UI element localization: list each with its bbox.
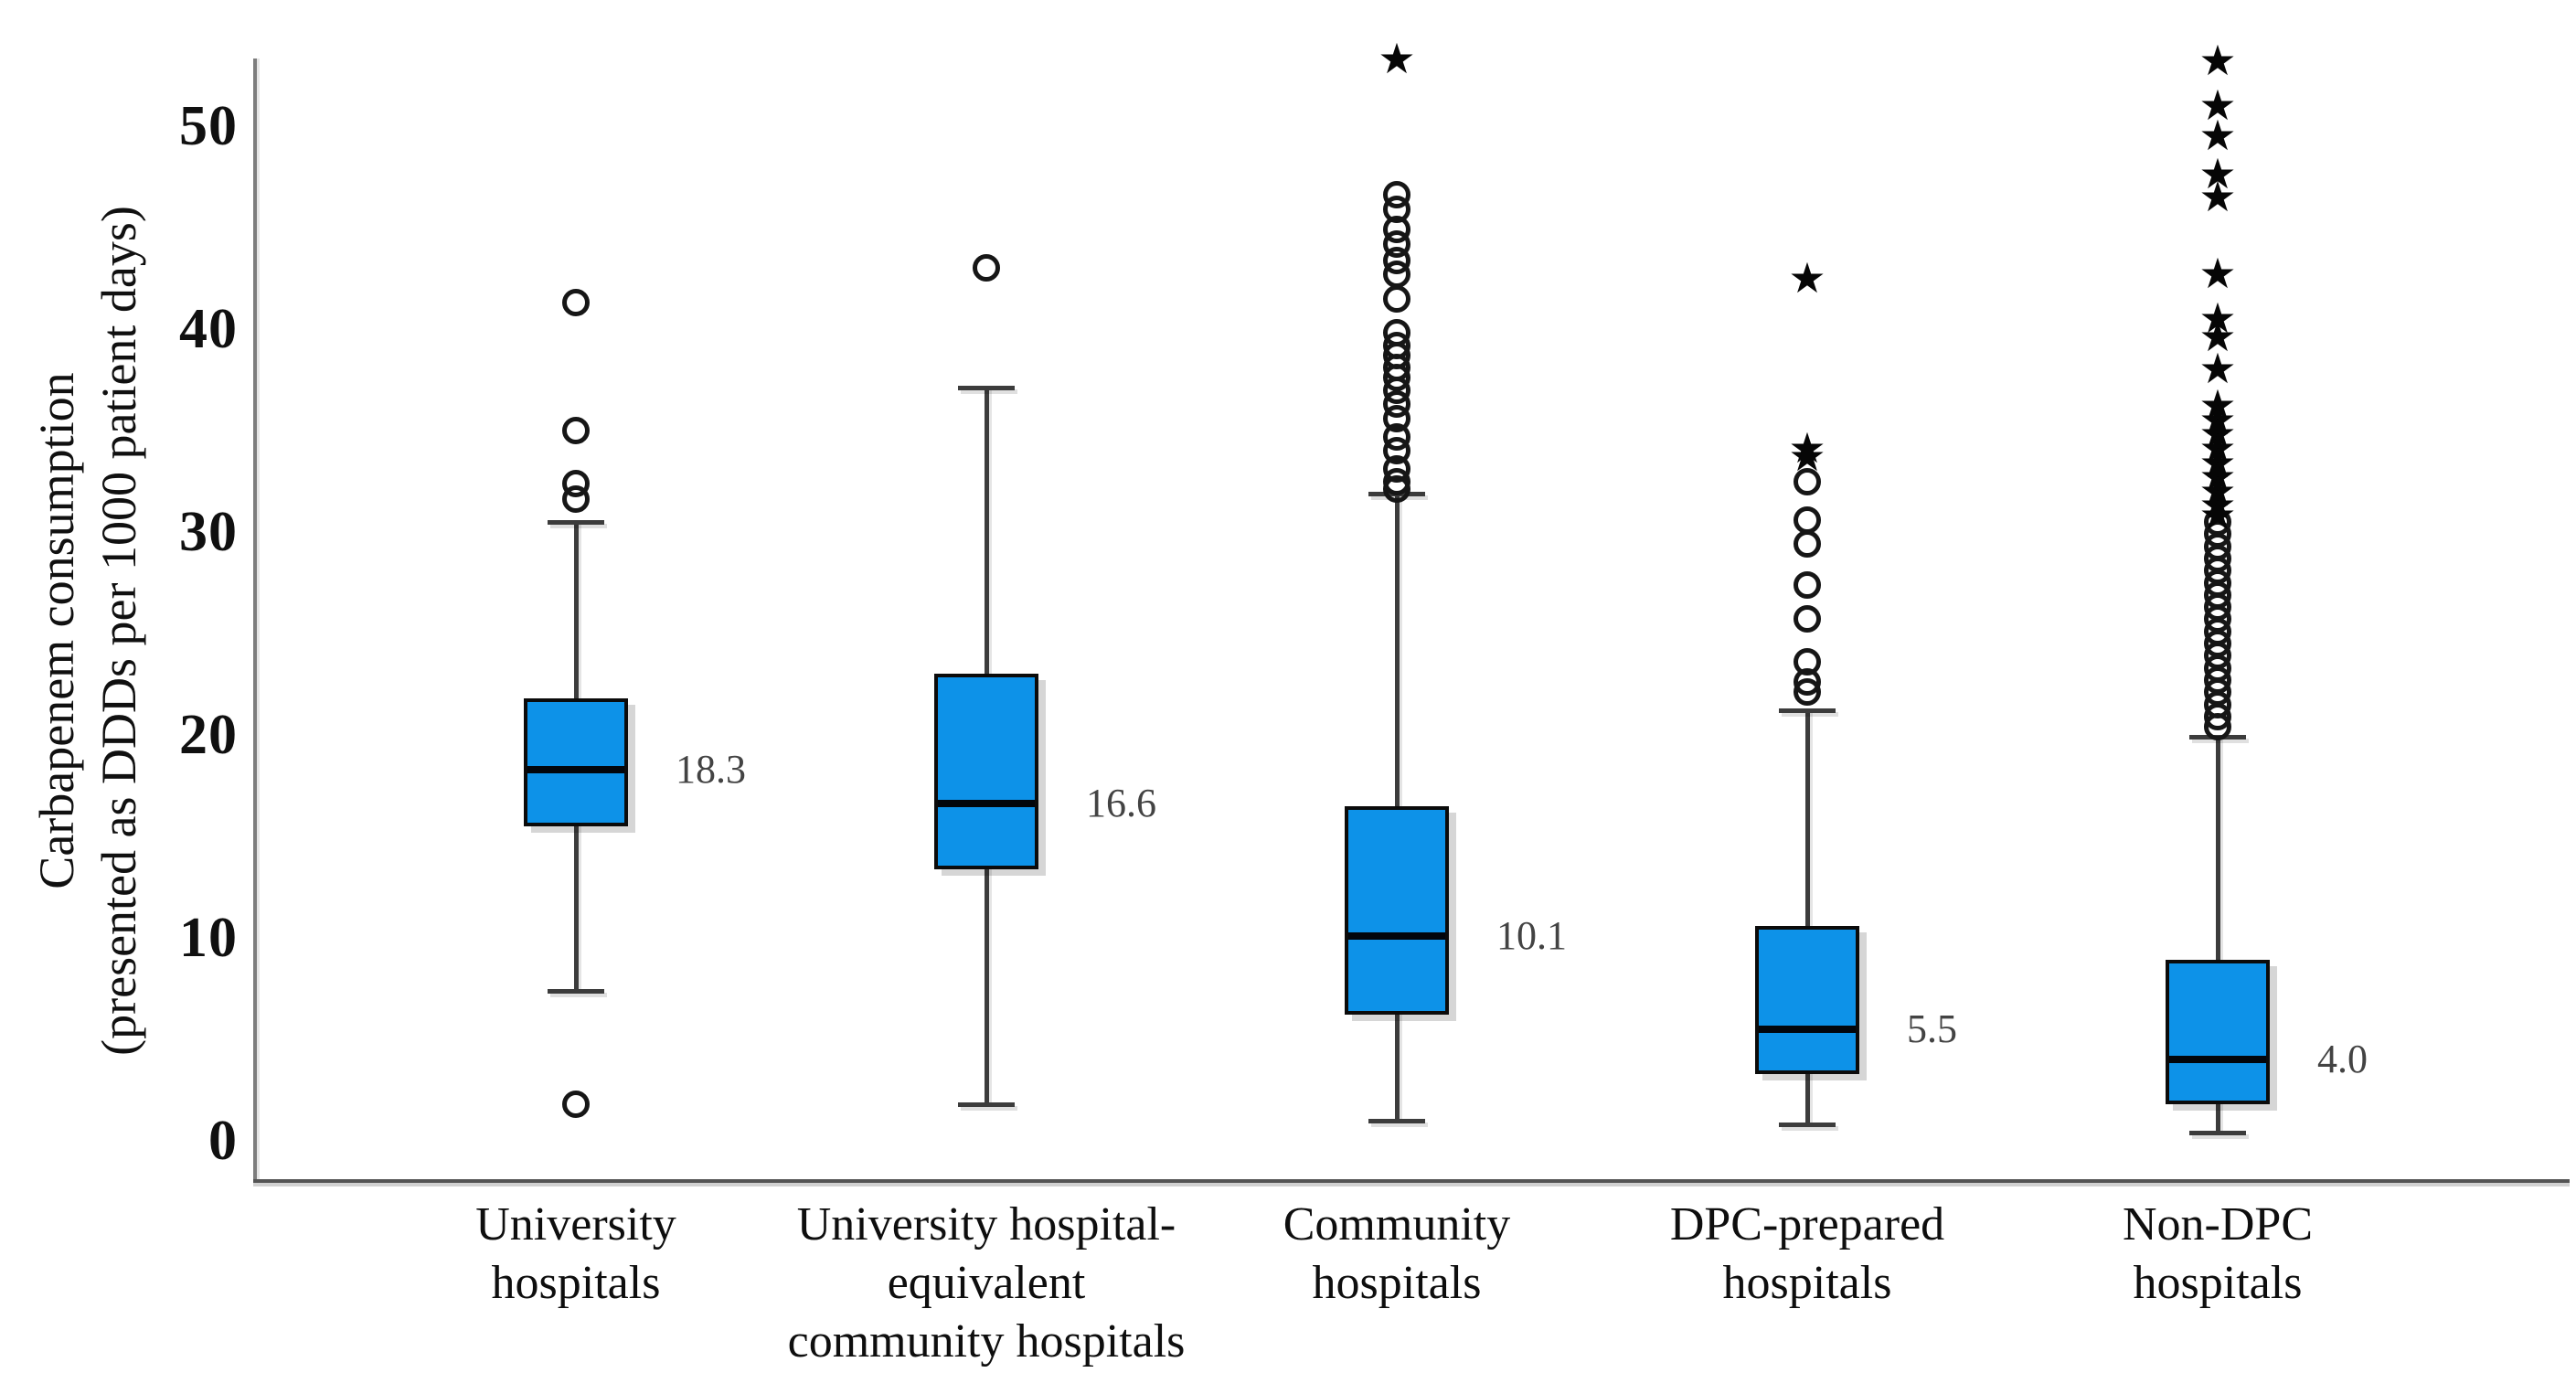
whisker-cap-lower (1779, 1123, 1836, 1128)
outlier-circle (1794, 570, 1821, 599)
whisker-lower (2216, 1104, 2220, 1133)
outlier-star: ★ (2198, 437, 2237, 487)
whisker-upper (985, 388, 989, 675)
outlier-star: ★ (1788, 252, 1826, 303)
category-label: Community hospitals (1141, 1196, 1653, 1313)
outlier-circle (562, 485, 590, 514)
whisker-upper (2216, 737, 2220, 961)
median-line (938, 800, 1035, 808)
category-label-line: Community (1283, 1198, 1511, 1250)
outlier-circle (1794, 605, 1821, 633)
y-tick-label: 30 (179, 501, 238, 563)
category-label-line: community hospitals (787, 1315, 1186, 1367)
category-label-line: University (475, 1198, 676, 1250)
median-line (1759, 1025, 1856, 1033)
median-line (1348, 931, 1445, 940)
median-line (2169, 1056, 2266, 1064)
box (1345, 805, 1449, 1016)
category-label-line: DPC-prepared (1669, 1198, 1945, 1250)
category-label: Non-DPC hospitals (1962, 1196, 2474, 1313)
outlier-star: ★ (2198, 111, 2237, 161)
outlier-circle (1383, 475, 1410, 504)
outlier-circle (562, 417, 590, 444)
y-tick-label: 40 (179, 298, 238, 360)
outlier-star: ★ (2198, 422, 2237, 473)
outlier-star: ★ (2198, 249, 2237, 299)
outlier-circle (1383, 284, 1410, 313)
box (1755, 925, 1859, 1074)
category-label: University hospital-equivalent community … (730, 1196, 1242, 1371)
y-axis-line (253, 59, 257, 1182)
box (2166, 960, 2270, 1105)
whisker-lower (985, 868, 989, 1105)
median-line (527, 765, 624, 773)
whisker-upper (574, 521, 579, 699)
box (934, 674, 1038, 869)
median-value-label: 18.3 (676, 746, 746, 792)
category-label: DPC-prepared hospitals (1551, 1196, 2063, 1313)
outlier-star: ★ (2198, 409, 2237, 459)
outlier-star: ★ (2198, 293, 2237, 343)
outlier-circle (1794, 467, 1821, 495)
y-tick-label: 20 (179, 704, 238, 766)
outlier-circle (1794, 678, 1821, 707)
outlier-star: ★ (2198, 380, 2237, 431)
outlier-star: ★ (2198, 344, 2237, 394)
median-value-label: 5.5 (1907, 1006, 1957, 1051)
whisker-cap-lower (1368, 1118, 1425, 1123)
category-label-line: hospitals (2133, 1257, 2303, 1309)
whisker-cap-upper (958, 386, 1015, 391)
outlier-circle (1794, 530, 1821, 559)
category-label-line: University hospital- (796, 1198, 1176, 1250)
outlier-star: ★ (2198, 80, 2237, 130)
median-value-label: 4.0 (2317, 1037, 2368, 1082)
whisker-cap-lower (958, 1102, 1015, 1108)
outlier-star: ★ (1788, 431, 1826, 481)
outlier-star: ★ (2198, 35, 2237, 85)
whisker-cap-upper (1779, 708, 1836, 714)
whisker-lower (574, 825, 579, 991)
whisker-upper (1395, 493, 1400, 806)
median-value-label: 16.6 (1086, 781, 1156, 826)
category-label-line: Non-DPC (2122, 1198, 2314, 1250)
outlier-star: ★ (2198, 311, 2237, 361)
category-label: University hospitals (320, 1196, 832, 1313)
x-axis-line (253, 1179, 2570, 1183)
outlier-star: ★ (2198, 149, 2237, 199)
whisker-upper (1805, 710, 1810, 926)
whisker-cap-upper (548, 519, 604, 525)
outlier-star: ★ (2198, 465, 2237, 516)
outlier-star: ★ (2198, 171, 2237, 221)
whisker-lower (1805, 1073, 1810, 1125)
outlier-star: ★ (1788, 422, 1826, 473)
outlier-star: ★ (2198, 490, 2237, 540)
category-label-line: hospitals (491, 1257, 661, 1309)
y-tick-label: 10 (179, 907, 238, 969)
outlier-circle (1794, 505, 1821, 534)
outlier-circle (562, 1091, 590, 1119)
median-value-label: 10.1 (1496, 912, 1567, 958)
outlier-circle (1383, 261, 1410, 289)
whisker-cap-lower (548, 988, 604, 994)
outlier-star: ★ (2198, 480, 2237, 530)
y-tick-label: 50 (179, 95, 238, 157)
outlier-star: ★ (2198, 452, 2237, 502)
outlier-star: ★ (2198, 394, 2237, 444)
y-tick-label: 0 (208, 1110, 238, 1172)
box (524, 698, 628, 826)
outlier-circle (973, 254, 1000, 282)
outlier-circle (562, 289, 590, 317)
category-label-line: hospitals (1312, 1257, 1482, 1309)
category-label-line: hospitals (1722, 1257, 1892, 1309)
outlier-star: ★ (1378, 33, 1416, 83)
outlier-circle (2204, 713, 2231, 741)
whisker-cap-lower (2189, 1131, 2246, 1136)
whisker-lower (1395, 1015, 1400, 1121)
category-label-line: equivalent (887, 1257, 1086, 1309)
